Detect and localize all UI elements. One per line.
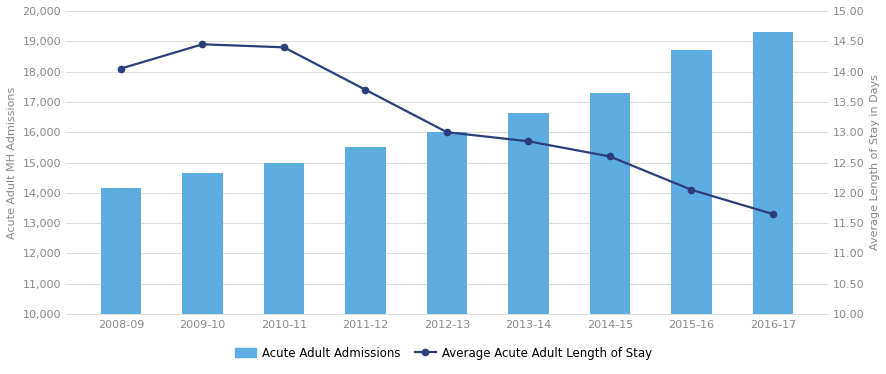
Bar (345, 147, 385, 374)
Bar (671, 50, 711, 374)
Y-axis label: Acute Adult MH Admissions: Acute Adult MH Admissions (7, 86, 17, 239)
Bar (182, 173, 222, 374)
Legend: Acute Adult Admissions, Average Acute Adult Length of Stay: Acute Adult Admissions, Average Acute Ad… (230, 342, 656, 364)
Bar (589, 93, 630, 374)
Y-axis label: Average Length of Stay in Days: Average Length of Stay in Days (869, 74, 879, 251)
Bar (508, 113, 548, 374)
Bar (100, 188, 141, 374)
Bar (751, 32, 792, 374)
Bar (263, 163, 304, 374)
Bar (426, 132, 467, 374)
